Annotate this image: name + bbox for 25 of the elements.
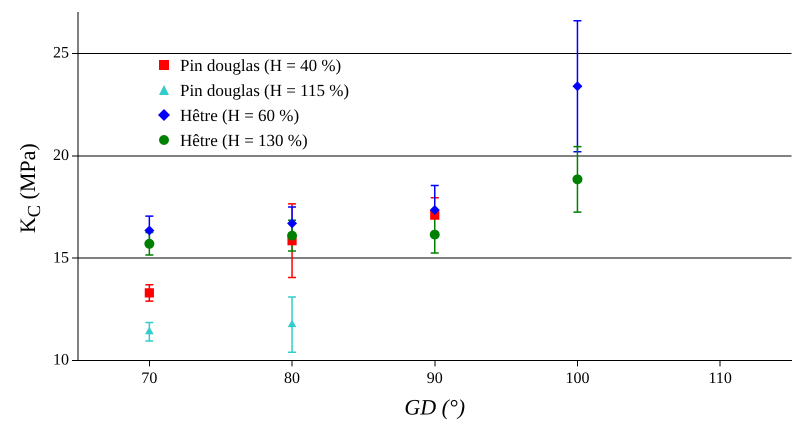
legend-label: Hêtre (H = 130 %): [180, 130, 308, 152]
point: [430, 205, 440, 216]
point: [572, 174, 582, 184]
x-tick-label: 80: [284, 370, 300, 388]
x-tick-label: 100: [565, 370, 590, 388]
y-tick-label: 25: [53, 44, 69, 62]
point: [144, 288, 154, 298]
point: [430, 230, 440, 240]
point: [144, 225, 154, 236]
legend-label: Pin douglas (H = 115 %): [180, 80, 350, 102]
point: [287, 218, 298, 228]
x-tick-label: 90: [426, 370, 443, 388]
point: [144, 238, 154, 249]
x-tick-label: 70: [141, 370, 158, 388]
x-tick-label: 110: [708, 370, 732, 388]
legend-label: Pin douglas (H = 40 %): [180, 54, 342, 77]
x-axis-title: GD (°): [404, 394, 466, 420]
y-tick-label: 10: [53, 352, 69, 369]
y-tick-label: 15: [53, 249, 69, 266]
point: [572, 81, 582, 92]
y-tick-label: 20: [53, 147, 69, 164]
point: [145, 326, 154, 334]
point: [288, 320, 296, 328]
point: [287, 230, 298, 241]
legend-label: Hêtre (H = 60 %): [180, 104, 300, 127]
